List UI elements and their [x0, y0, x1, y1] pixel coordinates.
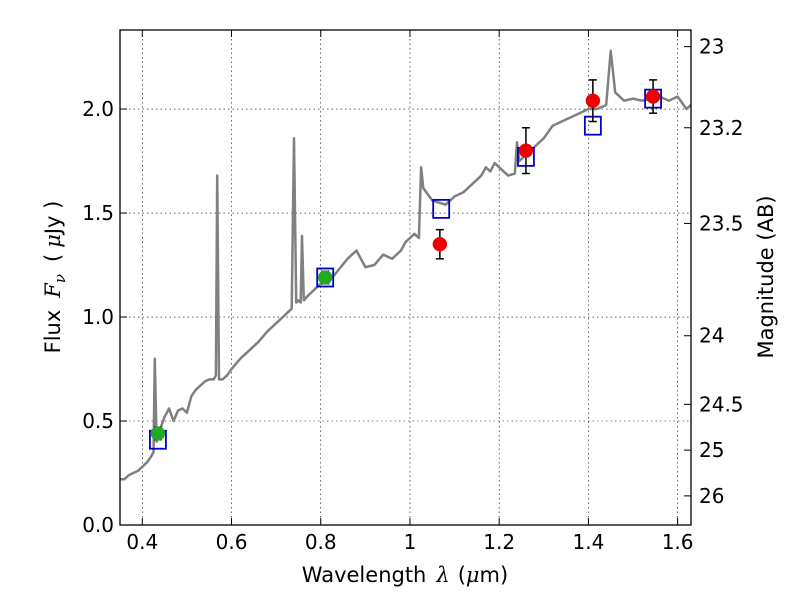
y-axis-label: FluxFν(μJy ): [41, 201, 69, 354]
series-layer: [120, 49, 691, 481]
y2-tick-label: 24.5: [699, 392, 744, 416]
observed-point: [585, 93, 601, 108]
y-tick-label: 1.0: [82, 305, 114, 329]
axis-ticks: 0.4 0.6 0.8 1 1.2 1.4 1.6 0.0 0.5 1.0 1.5 2.0 23 23.2…: [82, 30, 744, 554]
observed-point: [518, 143, 534, 158]
y2-tick-label: 24: [699, 324, 724, 348]
observed-point: [645, 89, 661, 104]
x-tick-label: 1: [404, 530, 417, 554]
y2-tick-label: 23.2: [699, 116, 744, 140]
x-tick-label: 0.8: [305, 530, 337, 554]
model-photometry-square: [432, 198, 451, 219]
x-tick-label: 1.6: [662, 530, 694, 554]
observed-point: [432, 236, 448, 252]
x-axis-label: Wavelength λ (μm): [302, 563, 508, 587]
model-photometry-square: [316, 267, 335, 288]
y2-axis-label: Magnitude (AB): [754, 195, 778, 358]
y-tick-label: 0.5: [82, 409, 114, 433]
y2-tick-label: 26: [699, 484, 724, 508]
y2-tick-label: 23: [699, 35, 724, 59]
x-tick-label: 1.4: [572, 530, 604, 554]
x-tick-label: 0.6: [216, 530, 248, 554]
plot-frame: [119, 29, 692, 526]
y-tick-label: 1.5: [82, 201, 114, 225]
x-tick-label: 1.2: [483, 530, 515, 554]
x-tick-label: 0.4: [126, 530, 158, 554]
y-tick-label: 2.0: [82, 97, 114, 121]
y2-tick-label: 25: [699, 438, 724, 462]
observed-point: [317, 270, 333, 285]
y-tick-label: 0.0: [82, 513, 114, 537]
observed-point: [150, 426, 166, 441]
y2-tick-label: 23.5: [699, 211, 744, 235]
spectrum-line: [120, 49, 691, 481]
